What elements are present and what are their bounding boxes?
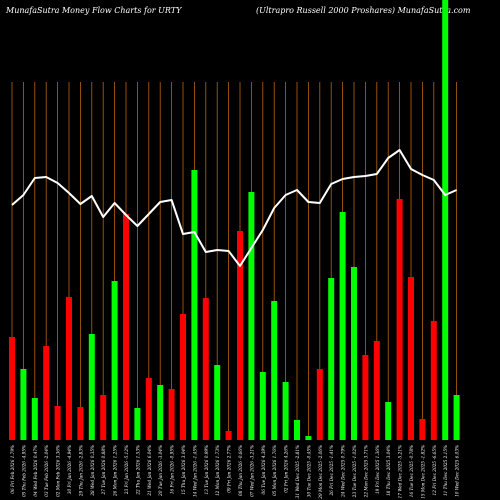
x-tick-label: 12 Mon Jan 2026 1.73% bbox=[215, 445, 220, 496]
x-tick-label: 09 Fri Jan 2026 2.77% bbox=[227, 445, 232, 493]
x-tick-label: 13 Tue Jan 2026 0.99% bbox=[204, 445, 209, 494]
money-flow-bar bbox=[305, 436, 312, 440]
x-tick-label: 24 Wed Dec 2025 0.79% bbox=[341, 445, 346, 498]
x-tick-label: 23 Fri Jan 2026 -5.12% bbox=[124, 445, 129, 495]
money-flow-bar bbox=[100, 395, 107, 440]
x-tick-label: 17 Wed Dec 2025 -5.21% bbox=[398, 445, 403, 498]
x-tick-label: 22 Thu Jan 2026 1.53% bbox=[135, 445, 140, 496]
x-tick-label: 29 Thu Jan 2026 -2.83% bbox=[78, 445, 83, 497]
money-flow-bar bbox=[31, 398, 38, 440]
x-tick-label: 26 Fri Dec 2025 -1.41% bbox=[329, 445, 334, 496]
money-flow-bar bbox=[419, 419, 426, 440]
x-tick-label: 07 Wed Jan 2026 -3.21% bbox=[249, 445, 254, 497]
x-tick-label: 22 Mon Dec 2025 3.71% bbox=[363, 445, 368, 498]
money-flow-bar bbox=[168, 389, 175, 440]
x-tick-label: 06 Tue Jan 2026 4.39% bbox=[261, 445, 266, 494]
x-tick-label: 15 Mon Dec 2025 -1.82% bbox=[420, 445, 425, 499]
money-flow-bar bbox=[202, 298, 209, 440]
money-flow-bar bbox=[328, 278, 335, 440]
x-tick-label: 26 Mon Jan 2026 1.25% bbox=[113, 445, 118, 497]
x-tick-label: 21 Wed Jan 2026 6.04% bbox=[147, 445, 152, 497]
money-flow-bar bbox=[157, 385, 164, 440]
money-flow-bar bbox=[237, 231, 243, 440]
money-flow-bar bbox=[339, 212, 346, 440]
x-tick-label: 12 Fri Dec 2025 -6.65% bbox=[432, 445, 437, 495]
money-flow-bar bbox=[145, 378, 152, 440]
money-flow-bar bbox=[20, 369, 27, 440]
money-flow-bar bbox=[77, 407, 84, 440]
money-flow-bar bbox=[396, 199, 403, 440]
x-tick-label: 02 Fri Jan 2026 4.26% bbox=[284, 445, 289, 493]
money-flow-bar bbox=[180, 314, 186, 440]
price-line bbox=[11, 149, 458, 267]
x-tick-label: 05 Mon Jan 2026 1.76% bbox=[272, 445, 277, 496]
x-tick-label: 10 Wed Dec 2025 6.03% bbox=[455, 445, 460, 497]
money-flow-bar bbox=[282, 382, 289, 440]
x-tick-label: 23 Tue Dec 2025 -1.02% bbox=[352, 445, 357, 498]
x-tick-label: 04 Wed Feb 2026 0.47% bbox=[33, 445, 38, 497]
x-tick-label: 29 Mon Dec 2025 -2.06% bbox=[318, 445, 323, 500]
money-flow-bar bbox=[43, 346, 50, 440]
money-flow-bar bbox=[9, 337, 15, 440]
x-tick-label: 30 Tue Dec 2025 -0.45% bbox=[306, 445, 311, 497]
money-flow-bar bbox=[373, 341, 380, 440]
x-tick-label: 08 Thu Jan 2026 -0.66% bbox=[238, 445, 243, 496]
x-tick-label: 30 Fri Jan 2026 -4.94% bbox=[67, 445, 72, 494]
money-flow-bar bbox=[316, 369, 323, 440]
x-tick-label: 19 Fri Dec 2025 1.36% bbox=[375, 445, 380, 494]
money-flow-bar bbox=[214, 365, 221, 440]
x-tick-label: 15 Thu Jan 2026 3.04% bbox=[181, 445, 186, 495]
money-flow-bar bbox=[453, 395, 460, 440]
x-tick-label: 31 Wed Dec 2025 -2.81% bbox=[295, 445, 300, 498]
money-flow-bar bbox=[88, 334, 95, 440]
money-flow-bar bbox=[123, 214, 129, 440]
x-tick-label: 03 Tue Feb 2026 -2.04% bbox=[44, 445, 49, 497]
money-flow-bar bbox=[66, 297, 72, 440]
x-tick-label: 02 Mon Feb 2026 3.36% bbox=[56, 445, 61, 497]
money-flow-bar bbox=[430, 321, 437, 440]
money-flow-bar bbox=[351, 267, 357, 440]
x-tick-label: 28 Wed Jan 2026 0.35% bbox=[90, 445, 95, 497]
money-flow-bar bbox=[442, 0, 449, 440]
money-flow-bar bbox=[259, 372, 266, 440]
chart-title: MunafaSutra Money Flow Charts for URTY bbox=[6, 6, 182, 15]
money-flow-bar bbox=[362, 355, 369, 440]
money-flow-bar bbox=[294, 420, 300, 440]
money-flow-bar bbox=[385, 402, 392, 440]
money-flow-bar bbox=[225, 431, 232, 440]
money-flow-bar bbox=[191, 170, 198, 440]
money-flow-bar bbox=[134, 408, 141, 440]
x-tick-label: 20 Tue Jan 2026 -3.04% bbox=[158, 445, 163, 497]
x-tick-label: 27 Tue Jan 2026 0.88% bbox=[101, 445, 106, 495]
x-tick-label: 14 Wed Jan 2026 -1.45% bbox=[192, 445, 197, 497]
money-flow-bar bbox=[248, 192, 255, 440]
x-tick-label: 16 Fri Jan 2026 -0.95% bbox=[170, 445, 175, 494]
money-flow-bar bbox=[271, 301, 278, 440]
chart-subtitle: (Ultrapro Russell 2000 Proshares) Munafa… bbox=[256, 6, 471, 15]
money-flow-bar bbox=[408, 277, 414, 440]
money-flow-bar bbox=[111, 281, 118, 440]
money-flow-bar bbox=[54, 406, 61, 440]
x-tick-label: 18 Thu Dec 2025 3.04% bbox=[386, 445, 391, 496]
x-tick-label: 16 Tue Dec 2025 -0.78% bbox=[409, 445, 414, 497]
x-tick-label: 06 Fri Feb 2026 1.79% bbox=[10, 445, 15, 494]
x-tick-label: 05 Thu Feb 2026 -4.95% bbox=[21, 445, 26, 497]
x-tick-label: 11 Thu Dec 2025 2.15% bbox=[443, 445, 448, 496]
